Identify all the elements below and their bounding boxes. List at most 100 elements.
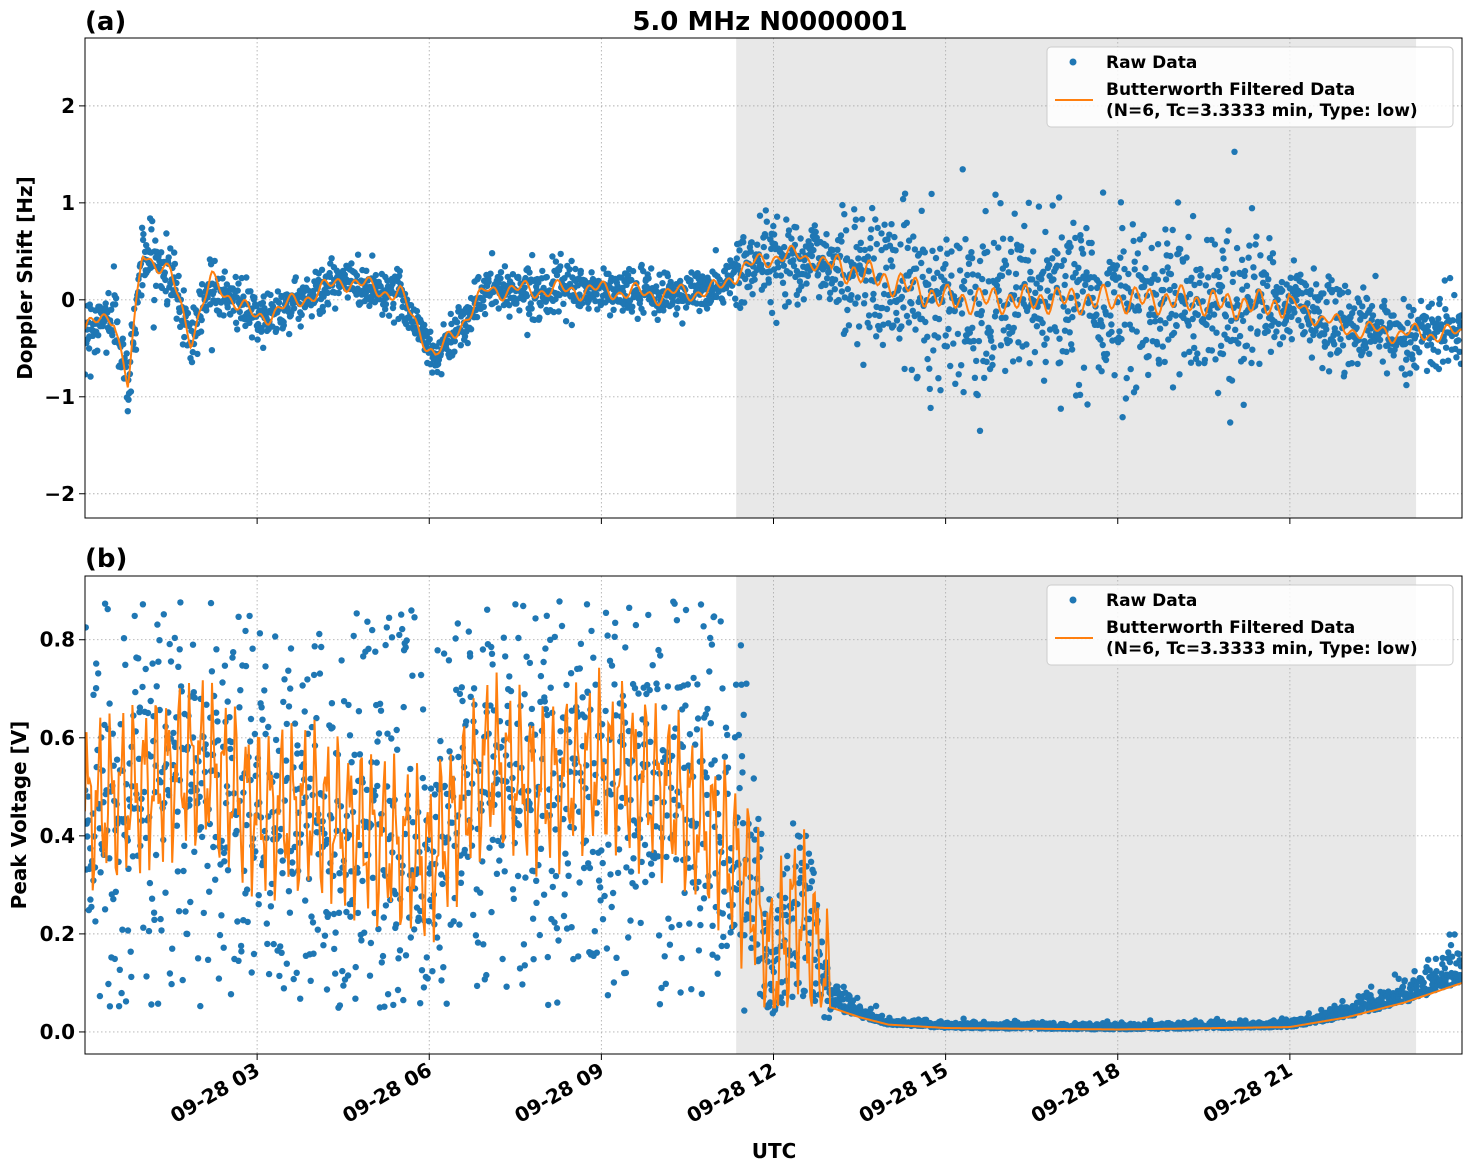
raw-data-point <box>1188 275 1194 281</box>
raw-data-point <box>440 321 446 327</box>
raw-data-point <box>598 847 604 853</box>
raw-data-point <box>563 318 569 324</box>
raw-data-point <box>480 297 486 303</box>
raw-data-point <box>1423 314 1429 320</box>
raw-data-point <box>973 358 979 364</box>
raw-data-point <box>978 320 984 326</box>
raw-data-point <box>161 611 167 617</box>
raw-data-point <box>209 347 215 353</box>
raw-data-point <box>488 644 494 650</box>
raw-data-point <box>459 698 465 704</box>
raw-data-point <box>225 698 231 704</box>
raw-data-point <box>394 727 400 733</box>
raw-data-point <box>288 645 294 651</box>
raw-data-point <box>138 292 144 298</box>
raw-data-point <box>902 191 908 197</box>
raw-data-point <box>1148 305 1154 311</box>
raw-data-point <box>1039 320 1045 326</box>
raw-data-point <box>906 319 912 325</box>
raw-data-point <box>1018 243 1024 249</box>
raw-data-point <box>778 272 784 278</box>
raw-data-point <box>403 644 409 650</box>
raw-data-point <box>123 998 129 1004</box>
raw-data-point <box>1443 345 1449 351</box>
raw-data-point <box>743 681 749 687</box>
raw-data-point <box>248 716 254 722</box>
raw-data-point <box>739 753 745 759</box>
raw-data-point <box>565 726 571 732</box>
raw-data-point <box>838 232 844 238</box>
raw-data-point <box>329 700 335 706</box>
raw-data-point <box>1280 334 1286 340</box>
raw-data-point <box>811 870 817 876</box>
raw-data-point <box>268 903 274 909</box>
raw-data-point <box>486 845 492 851</box>
raw-data-point <box>521 691 527 697</box>
raw-data-point <box>381 1004 387 1010</box>
raw-data-point <box>819 939 825 945</box>
raw-data-point <box>456 921 462 927</box>
raw-data-point <box>1107 312 1113 318</box>
raw-data-point <box>358 937 364 943</box>
raw-data-point <box>657 1001 663 1007</box>
raw-data-point <box>1360 284 1366 290</box>
raw-data-point <box>555 937 561 943</box>
raw-data-point <box>553 258 559 264</box>
raw-data-point <box>657 652 663 658</box>
raw-data-point <box>284 961 290 967</box>
raw-data-point <box>1027 269 1033 275</box>
raw-data-point <box>722 754 728 760</box>
raw-data-point <box>143 666 149 672</box>
raw-data-point <box>208 600 214 606</box>
raw-data-point <box>1015 312 1021 318</box>
raw-data-point <box>1143 337 1149 343</box>
raw-data-point <box>1241 402 1247 408</box>
raw-data-point <box>1124 375 1130 381</box>
raw-data-point <box>1078 237 1084 243</box>
raw-data-point <box>537 932 543 938</box>
raw-data-point <box>1077 392 1083 398</box>
raw-data-point <box>962 236 968 242</box>
raw-data-point <box>944 343 950 349</box>
raw-data-point <box>120 336 126 342</box>
raw-data-point <box>751 276 757 282</box>
raw-data-point <box>1114 262 1120 268</box>
raw-data-point <box>561 913 567 919</box>
raw-data-point <box>294 970 300 976</box>
raw-data-point <box>1108 321 1114 327</box>
raw-data-point <box>935 375 941 381</box>
raw-data-point <box>696 947 702 953</box>
raw-data-point <box>568 924 574 930</box>
raw-data-point <box>436 944 442 950</box>
raw-data-point <box>835 267 841 273</box>
raw-data-point <box>294 742 300 748</box>
raw-data-point <box>609 662 615 668</box>
raw-data-point <box>610 307 616 313</box>
raw-data-point <box>381 914 387 920</box>
raw-data-point <box>1111 372 1117 378</box>
raw-data-point <box>1345 289 1351 295</box>
raw-data-point <box>439 881 445 887</box>
raw-data-point <box>383 902 389 908</box>
raw-data-point <box>880 342 886 348</box>
raw-data-point <box>687 731 693 737</box>
raw-data-point <box>353 964 359 970</box>
raw-data-point <box>1369 303 1375 309</box>
raw-data-point <box>1363 345 1369 351</box>
raw-data-point <box>549 868 555 874</box>
raw-data-point <box>345 972 351 978</box>
raw-data-point <box>655 853 661 859</box>
raw-data-point <box>1270 250 1276 256</box>
raw-data-point <box>430 849 436 855</box>
raw-data-point <box>425 975 431 981</box>
raw-data-point <box>585 305 591 311</box>
raw-data-point <box>1447 275 1453 281</box>
raw-data-point <box>526 311 532 317</box>
raw-data-point <box>1196 360 1202 366</box>
raw-data-point <box>1340 342 1346 348</box>
raw-data-point <box>506 673 512 679</box>
raw-data-point <box>206 889 212 895</box>
raw-data-point <box>428 785 434 791</box>
